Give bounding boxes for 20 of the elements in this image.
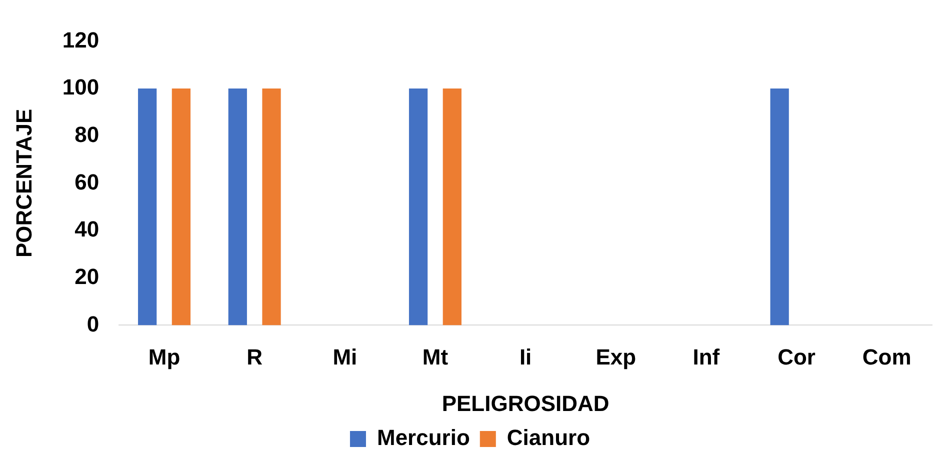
y-tick-label: 20 [74, 264, 100, 289]
y-axis-title: PORCENTAJE [11, 108, 36, 258]
y-tick-label: 100 [62, 74, 100, 100]
legend-label: Cianuro [506, 425, 590, 450]
y-tick-label: 120 [62, 27, 100, 52]
x-axis-title: PELIGROSIDAD [442, 390, 610, 416]
x-tick-label: Mi [332, 344, 358, 370]
x-tick-label: Com [862, 344, 912, 370]
y-tick-label: 80 [74, 122, 100, 147]
y-tick-label: 40 [74, 216, 100, 242]
x-tick-label: Cor [778, 344, 816, 370]
x-tick-label: Ii [519, 344, 532, 370]
y-tick-label: 0 [86, 311, 100, 336]
x-tick-label: Mt [422, 344, 449, 370]
y-tick-label: 60 [74, 169, 100, 194]
legend-label: Mercurio [376, 425, 470, 450]
x-tick-label: Exp [596, 344, 636, 370]
x-tick-label: Inf [692, 344, 720, 370]
x-tick-label: Mp [148, 344, 180, 370]
x-tick-label: R [246, 344, 263, 370]
